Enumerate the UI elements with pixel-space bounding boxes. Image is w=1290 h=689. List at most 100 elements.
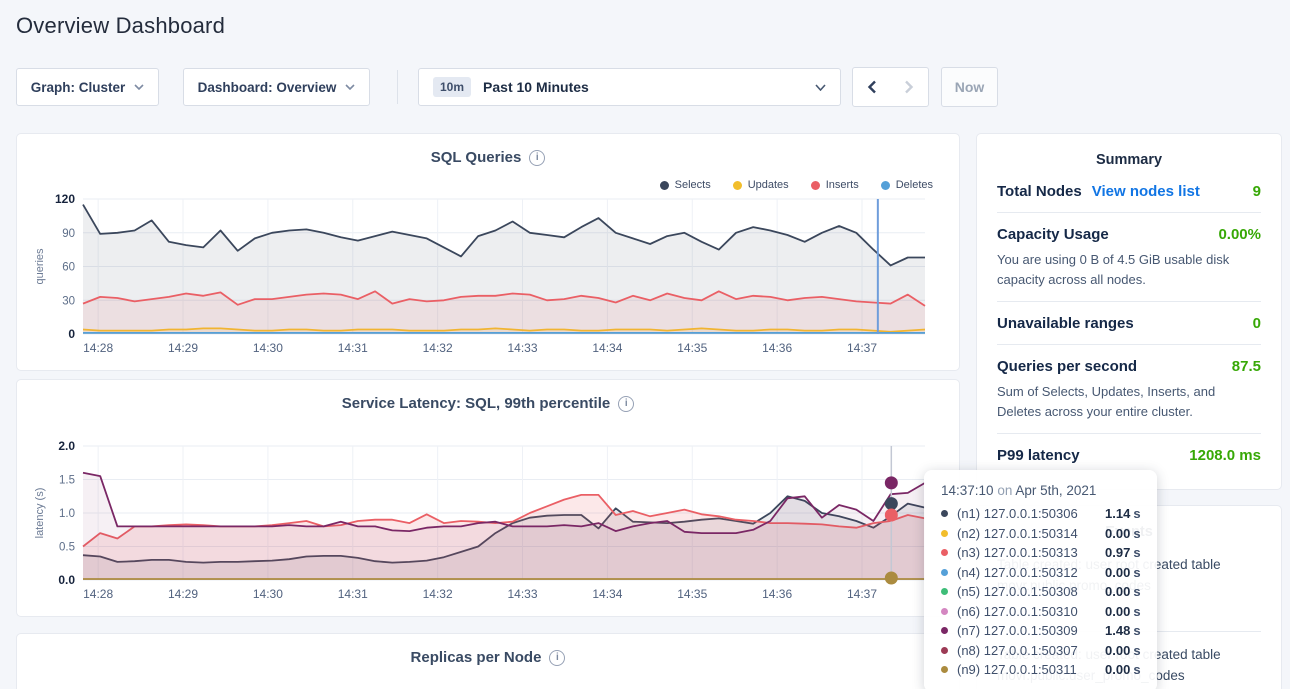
- summary-item-description: Sum of Selects, Updates, Inserts, and De…: [997, 382, 1261, 421]
- svg-text:queries: queries: [34, 248, 46, 285]
- svg-text:14:28: 14:28: [83, 341, 113, 355]
- service-latency-title: Service Latency: SQL, 99th percentile i: [342, 395, 634, 412]
- chart-title-text: Replicas per Node: [411, 649, 542, 666]
- node-latency-value: 0.00: [1105, 526, 1130, 541]
- now-button[interactable]: Now: [941, 67, 998, 107]
- node-address: (n1) 127.0.0.1:50306: [957, 506, 1105, 521]
- summary-item: Capacity Usage0.00%You are using 0 B of …: [997, 213, 1261, 302]
- node-latency-value: 0.00: [1105, 662, 1130, 677]
- svg-text:14:28: 14:28: [83, 587, 113, 601]
- svg-text:14:30: 14:30: [253, 341, 283, 355]
- summary-item: Unavailable ranges0: [997, 302, 1261, 345]
- svg-text:1.0: 1.0: [59, 508, 75, 520]
- replicas-per-node-panel: Replicas per Node i: [16, 633, 960, 689]
- summary-item-label: Total Nodes: [997, 183, 1082, 200]
- service-latency-chart[interactable]: 0.00.51.01.52.014:2814:2914:3014:3114:32…: [29, 432, 945, 608]
- sql-queries-panel: SQL Queries i SelectsUpdatesInsertsDelet…: [16, 133, 960, 371]
- summary-panel: Summary Total Nodes View nodes list 9 Capac…: [976, 133, 1282, 490]
- node-color-dot: [941, 608, 948, 615]
- node-color-dot: [941, 569, 948, 576]
- legend-color-dot: [811, 181, 820, 190]
- svg-text:2.0: 2.0: [58, 439, 75, 453]
- summary-item: Queries per second 87.5 Sum of Selects, Up…: [997, 345, 1261, 434]
- node-latency-unit: s: [1133, 604, 1140, 619]
- view-nodes-list-link[interactable]: View nodes list: [1092, 183, 1200, 200]
- node-address: (n5) 127.0.0.1:50308: [957, 584, 1105, 599]
- node-latency-unit: s: [1133, 584, 1140, 599]
- summary-item-value: 9: [1253, 183, 1261, 200]
- node-latency-value: 0.97: [1105, 545, 1130, 560]
- svg-text:30: 30: [62, 295, 75, 307]
- svg-text:14:32: 14:32: [423, 587, 453, 601]
- node-color-dot: [941, 549, 948, 556]
- graph-dropdown[interactable]: Graph: Cluster: [16, 68, 159, 106]
- summary-title: Summary: [977, 134, 1281, 170]
- svg-text:14:33: 14:33: [508, 341, 538, 355]
- tooltip-node-row: (n9) 127.0.0.1:503110.00s: [941, 660, 1143, 680]
- tooltip-node-row: (n2) 127.0.0.1:503140.00s: [941, 524, 1143, 544]
- tooltip-node-row: (n6) 127.0.0.1:503100.00s: [941, 602, 1143, 622]
- node-address: (n8) 127.0.0.1:50307: [957, 643, 1105, 658]
- summary-item-value: 87.5: [1232, 358, 1261, 375]
- svg-text:14:36: 14:36: [762, 341, 792, 355]
- chevron-down-icon: [134, 84, 144, 90]
- svg-text:0.0: 0.0: [58, 573, 75, 587]
- info-icon[interactable]: i: [549, 650, 565, 666]
- dashboard-dropdown-label: Dashboard: Overview: [198, 80, 337, 95]
- tooltip-node-row: (n1) 127.0.0.1:503061.14s: [941, 504, 1143, 524]
- tooltip-node-row: (n7) 127.0.0.1:503091.48s: [941, 621, 1143, 641]
- tooltip-timestamp: 14:37:10 on Apr 5th, 2021: [941, 483, 1143, 498]
- chevron-down-icon: [815, 84, 826, 91]
- summary-item-value: 1208.0 ms: [1189, 447, 1261, 464]
- tooltip-node-row: (n5) 127.0.0.1:503080.00s: [941, 582, 1143, 602]
- node-latency-value: 1.48: [1105, 623, 1130, 638]
- time-next-button[interactable]: [890, 67, 929, 107]
- summary-item: Total Nodes View nodes list 9: [997, 170, 1261, 213]
- tooltip-node-row: (n3) 127.0.0.1:503130.97s: [941, 543, 1143, 563]
- chart-title-text: Service Latency: SQL, 99th percentile: [342, 395, 610, 412]
- svg-text:14:35: 14:35: [677, 587, 707, 601]
- node-address: (n9) 127.0.0.1:50311: [957, 662, 1105, 677]
- svg-text:14:33: 14:33: [508, 587, 538, 601]
- svg-text:14:37: 14:37: [847, 341, 877, 355]
- node-latency-unit: s: [1133, 643, 1140, 658]
- svg-text:14:37: 14:37: [847, 587, 877, 601]
- node-color-dot: [941, 647, 948, 654]
- node-color-dot: [941, 510, 948, 517]
- time-range-label: Past 10 Minutes: [483, 79, 589, 95]
- svg-text:14:35: 14:35: [677, 341, 707, 355]
- svg-text:14:30: 14:30: [253, 587, 283, 601]
- node-address: (n4) 127.0.0.1:50312: [957, 565, 1105, 580]
- info-icon[interactable]: i: [618, 396, 634, 412]
- sql-queries-chart[interactable]: 030609012014:2814:2914:3014:3114:3214:33…: [29, 190, 945, 360]
- node-latency-value: 0.00: [1105, 565, 1130, 580]
- node-color-dot: [941, 530, 948, 537]
- node-color-dot: [941, 588, 948, 595]
- dashboard-dropdown[interactable]: Dashboard: Overview: [183, 68, 370, 106]
- chart-title-text: SQL Queries: [431, 149, 522, 166]
- replicas-per-node-title: Replicas per Node i: [411, 649, 566, 666]
- node-latency-unit: s: [1133, 506, 1140, 521]
- summary-item-label: P99 latency: [997, 447, 1080, 464]
- chevron-down-icon: [345, 84, 355, 90]
- svg-text:14:34: 14:34: [592, 587, 622, 601]
- info-icon[interactable]: i: [529, 150, 545, 166]
- time-prev-button[interactable]: [852, 67, 891, 107]
- legend-color-dot: [881, 181, 890, 190]
- now-button-label: Now: [955, 79, 985, 95]
- svg-text:14:29: 14:29: [168, 587, 198, 601]
- node-latency-value: 0.00: [1105, 604, 1130, 619]
- svg-text:0.5: 0.5: [59, 542, 75, 554]
- service-latency-panel: Service Latency: SQL, 99th percentile i …: [16, 379, 960, 617]
- sql-queries-title: SQL Queries i: [431, 149, 546, 166]
- chevron-left-icon: [867, 80, 877, 94]
- time-range-picker[interactable]: 10m Past 10 Minutes: [418, 68, 841, 106]
- time-range-badge: 10m: [433, 77, 471, 97]
- node-color-dot: [941, 627, 948, 634]
- summary-item-value: 0: [1253, 315, 1261, 332]
- page-title: Overview Dashboard: [16, 13, 225, 39]
- summary-item-label: Queries per second: [997, 358, 1137, 375]
- legend-color-dot: [660, 181, 669, 190]
- toolbar-divider: [397, 70, 398, 104]
- summary-item-label: Capacity Usage: [997, 226, 1109, 243]
